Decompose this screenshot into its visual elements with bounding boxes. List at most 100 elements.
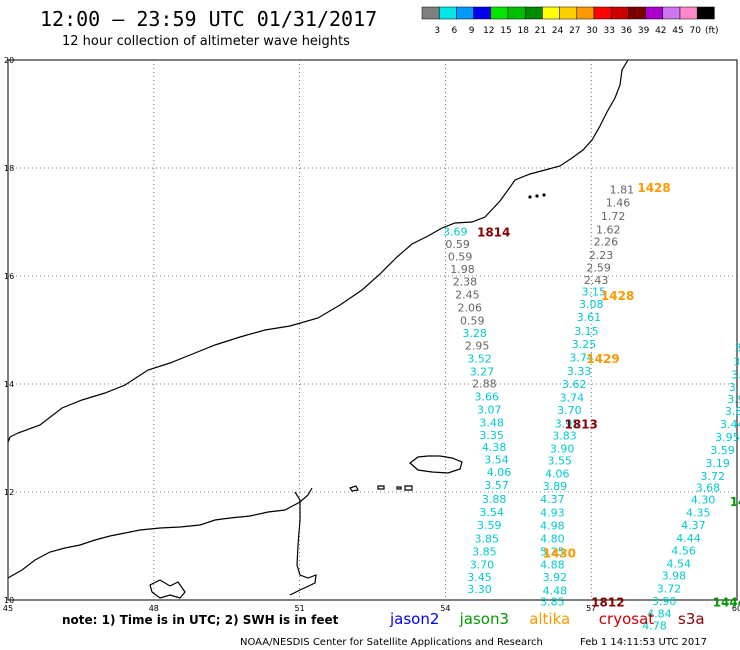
swh-value: 3.48 <box>479 416 504 429</box>
legend-swatch <box>628 6 646 20</box>
legend-label: 33 <box>603 26 614 36</box>
legend-swatch <box>490 6 509 20</box>
swh-value: 2.95 <box>465 340 490 353</box>
yemen-coastline <box>7 487 313 579</box>
swh-value: 4.93 <box>540 507 565 520</box>
legend-unit: (ft) <box>705 26 719 36</box>
swh-observations: 1.811.461.721.622.262.232.592.433.153.08… <box>443 184 740 633</box>
swh-value: 3.30 <box>467 583 492 596</box>
swh-value: 4.30 <box>691 494 716 507</box>
satellite-legend-item: cryosat <box>599 610 654 628</box>
legend-swatch <box>438 6 457 20</box>
swh-value: 2.06 <box>458 301 483 314</box>
pass-time-label: 1430 <box>543 546 576 560</box>
swh-value: 3.68 <box>696 482 721 495</box>
islet <box>528 195 532 199</box>
legend-swatch <box>507 6 526 20</box>
legend-swatch <box>576 6 595 20</box>
swh-value: 0.59 <box>460 314 485 327</box>
satellite-legend-item: altika <box>529 610 570 628</box>
swh-value: 1.72 <box>601 210 626 223</box>
legend-label: 45 <box>672 26 683 36</box>
legend-label: 42 <box>655 26 666 36</box>
footer-note: note: 1) Time is in UTC; 2) SWH is in fe… <box>62 613 339 627</box>
swh-value: 3.19 <box>705 457 730 470</box>
generated-timestamp: Feb 1 14:11:53 UTC 2017 <box>580 637 707 648</box>
satellite-legend-item: s3a <box>678 610 705 628</box>
legend-swatch <box>645 6 664 20</box>
islet <box>535 194 539 198</box>
inland-feature <box>149 579 186 599</box>
swh-value: 0.59 <box>448 251 473 264</box>
islet <box>377 485 385 490</box>
legend-label: 36 <box>621 26 633 36</box>
horn-coastline <box>289 491 317 596</box>
swh-value: 4.06 <box>545 468 570 481</box>
swh-value: 3.95 <box>715 431 740 444</box>
swh-value: 3.85 <box>475 532 500 545</box>
kuria-muria-islands <box>528 193 546 199</box>
swh-value: 4.80 <box>540 532 565 545</box>
swh-value: 3.8 <box>731 368 740 381</box>
swh-value: 2.59 <box>586 261 611 274</box>
swh-value: 2.43 <box>584 274 609 287</box>
credit-line: NOAA/NESDIS Center for Satellite Applica… <box>240 637 543 648</box>
swh-value: 3.95 <box>727 393 740 406</box>
lon-tick-label: 54 <box>440 604 450 613</box>
islet <box>404 485 413 491</box>
swh-value: 3.61 <box>577 311 602 324</box>
swh-value: 3.45 <box>467 571 492 584</box>
legend-label: 21 <box>535 26 546 36</box>
swh-value: 2.23 <box>589 249 614 262</box>
swh-value: 1.81 <box>610 184 635 197</box>
swh-value: 3.69 <box>443 226 468 239</box>
swh-value: 3.74 <box>560 392 585 405</box>
color-scale-legend: 3 6 9 12 15 18 21 24 27 30 33 36 39 42 45 70 <box>421 6 715 36</box>
lon-tick-label: 51 <box>295 604 305 613</box>
swh-value: 2.45 <box>455 288 480 301</box>
lat-tick-label: 12 <box>4 488 14 497</box>
swh-value: 2.26 <box>594 235 619 248</box>
legend-swatch <box>524 6 543 20</box>
pass-time-label: 1813 <box>564 417 597 431</box>
swh-value: 3.52 <box>467 353 492 366</box>
swh-value: 3.6 <box>733 355 740 368</box>
swh-value: 0.59 <box>445 238 470 251</box>
swh-value: 4.37 <box>540 493 565 506</box>
map-frame <box>7 59 738 601</box>
swh-value: 3.85 <box>540 596 565 609</box>
legend-swatch <box>456 6 474 20</box>
swh-value: 2.88 <box>472 377 497 390</box>
swh-value: 3.63 <box>729 381 740 394</box>
legend-label: 3 <box>434 26 440 36</box>
lat-lon-grid <box>8 60 737 600</box>
swh-value: 3.35 <box>479 429 504 442</box>
swh-value: 4.37 <box>681 519 706 532</box>
legend-swatch <box>679 6 698 20</box>
swh-value: 3.8 <box>735 341 740 354</box>
lat-tick-label: 20 <box>4 56 14 65</box>
islet <box>396 486 402 490</box>
satellite-legend-item: jason3 <box>459 610 509 628</box>
lat-tick-label: 18 <box>4 164 14 173</box>
islet <box>542 193 546 197</box>
swh-value: 4.48 <box>543 584 568 597</box>
satellite-legend: jason2 jason3 altika cryosat s3a <box>389 610 705 628</box>
lat-tick-label: 14 <box>4 380 14 389</box>
satellite-legend-item: jason2 <box>389 610 439 628</box>
swh-value: 3.98 <box>662 570 687 583</box>
swh-value: 3.72 <box>701 470 726 483</box>
swh-value: 4.44 <box>676 532 701 545</box>
swh-value: 4.84 <box>647 608 672 621</box>
legend-swatch <box>421 6 440 20</box>
abd-al-kuri <box>349 485 359 492</box>
swh-value: 3.62 <box>562 378 587 391</box>
swh-value: 3.54 <box>484 454 509 467</box>
legend-swatch <box>542 6 560 20</box>
legend-swatch <box>559 6 578 20</box>
swh-value: 3.85 <box>472 545 497 558</box>
swh-value: 3.07 <box>477 403 502 416</box>
swh-value: 3.33 <box>567 365 592 378</box>
swh-value: 3.15 <box>581 286 606 299</box>
